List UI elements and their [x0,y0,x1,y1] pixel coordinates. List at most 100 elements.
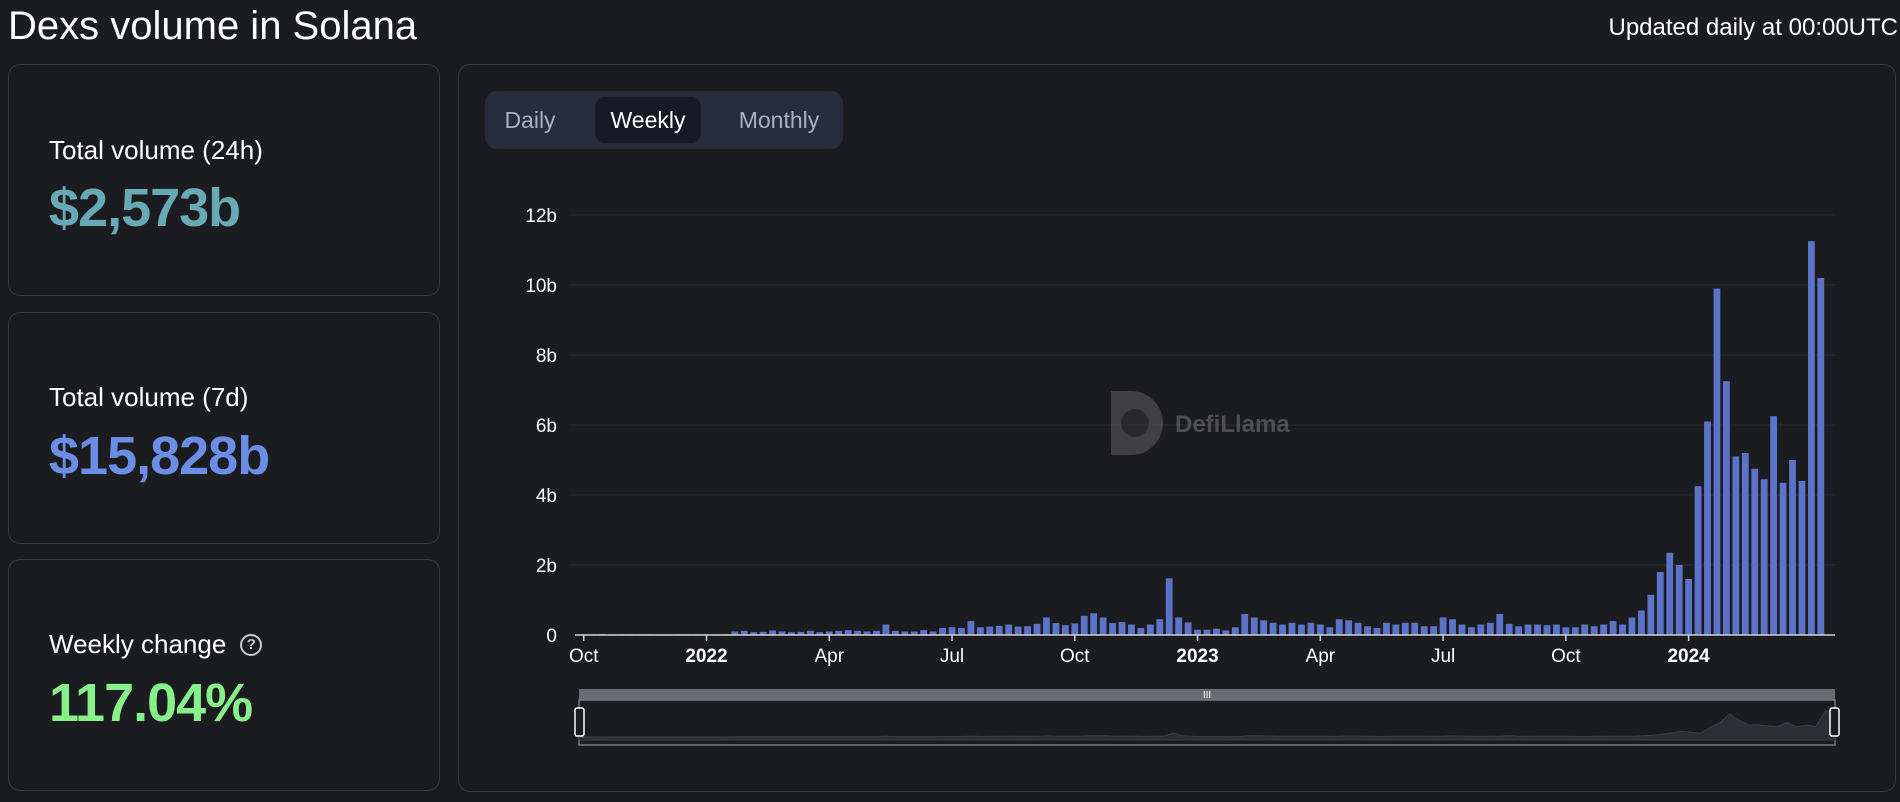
bar[interactable] [929,631,937,636]
bar[interactable] [1619,624,1626,636]
bar[interactable] [882,624,890,636]
bar[interactable] [1118,622,1126,635]
bar[interactable] [1080,615,1088,635]
bar[interactable] [1656,572,1664,635]
bar[interactable] [1675,565,1683,635]
bar[interactable] [1722,381,1730,635]
bar[interactable] [825,631,833,636]
bar[interactable] [1817,278,1825,635]
tab-weekly[interactable]: Weekly [595,97,701,143]
bar[interactable] [920,630,928,635]
bar[interactable] [1392,624,1400,636]
bar[interactable] [967,621,975,635]
bar[interactable] [910,631,918,636]
question-circle-icon[interactable]: ? [240,633,263,656]
bar[interactable] [1260,620,1268,635]
bar[interactable] [835,630,843,635]
bar[interactable] [1005,624,1013,636]
tab-daily[interactable]: Daily [504,107,556,133]
bar[interactable] [1194,629,1201,635]
bar[interactable] [1553,624,1560,636]
bar[interactable] [750,632,758,635]
bar[interactable] [1581,624,1589,636]
bar[interactable] [1543,625,1551,635]
bar[interactable] [1524,624,1532,636]
range-slider-left-handle[interactable] [574,707,585,737]
bar[interactable] [1109,623,1116,635]
bar[interactable] [1430,626,1438,635]
bar[interactable] [731,631,739,636]
bar[interactable] [1647,594,1655,635]
range-slider-grip-icon[interactable]: III [1203,690,1211,701]
bar[interactable] [1014,626,1022,635]
bar[interactable] [1146,624,1154,636]
bar[interactable] [778,631,786,636]
bar[interactable] [1288,622,1296,635]
bar[interactable] [1534,624,1541,636]
bar[interactable] [1590,626,1598,635]
bar[interactable] [1128,624,1135,636]
bar[interactable] [1364,626,1371,635]
bar[interactable] [1175,617,1183,636]
bar[interactable] [740,630,748,635]
bar[interactable] [1326,627,1334,635]
bar[interactable] [1401,622,1409,635]
bar[interactable] [1024,626,1031,635]
bar[interactable] [1505,623,1513,635]
bar[interactable] [844,630,852,635]
bar[interactable] [1090,613,1098,635]
bar[interactable] [1779,482,1787,635]
bar[interactable] [1571,627,1579,635]
bar[interactable] [948,627,956,635]
bar[interactable] [1732,456,1740,636]
bar[interactable] [1279,624,1286,636]
bar[interactable] [1515,626,1523,635]
bar[interactable] [1713,288,1721,636]
bar[interactable] [1638,610,1645,636]
bar[interactable] [873,630,880,635]
bar[interactable] [1798,481,1806,635]
bar[interactable] [797,631,805,635]
bar[interactable] [788,632,795,635]
bar[interactable] [1241,614,1249,635]
bar[interactable] [1685,579,1693,635]
bar[interactable] [1628,617,1636,636]
bar[interactable] [1298,624,1305,636]
bar[interactable] [1231,627,1239,635]
bar[interactable] [1760,479,1768,635]
bar[interactable] [816,632,824,635]
bar[interactable] [1770,416,1778,635]
bar[interactable] [976,627,984,635]
bar[interactable] [1222,630,1230,635]
bar[interactable] [1250,617,1258,636]
bar[interactable] [1203,629,1211,635]
bar[interactable] [1439,617,1447,636]
bar[interactable] [1420,626,1428,635]
bar[interactable] [1741,453,1749,635]
bar[interactable] [1666,552,1674,635]
bar[interactable] [1099,617,1107,636]
bar[interactable] [1373,628,1381,635]
bar[interactable] [901,631,909,636]
bar[interactable] [986,626,994,635]
bar[interactable] [1477,624,1485,636]
bar[interactable] [995,625,1003,635]
bar[interactable] [1307,622,1315,635]
bar[interactable] [1609,621,1617,635]
bar[interactable] [759,631,767,635]
bar[interactable] [1269,622,1277,635]
bar[interactable] [1751,468,1759,635]
bar[interactable] [1449,619,1456,635]
range-slider-right-handle[interactable] [1829,707,1840,737]
bar[interactable] [1316,624,1324,636]
bar[interactable] [1137,628,1145,635]
bar[interactable] [1335,619,1343,635]
bar[interactable] [958,628,965,635]
tab-monthly[interactable]: Monthly [738,107,820,133]
bar[interactable] [1043,617,1050,636]
range-slider-track[interactable] [579,689,1835,700]
bar[interactable] [1345,620,1353,635]
bar[interactable] [1052,623,1060,635]
bar[interactable] [1694,486,1702,635]
bar[interactable] [1486,622,1494,635]
